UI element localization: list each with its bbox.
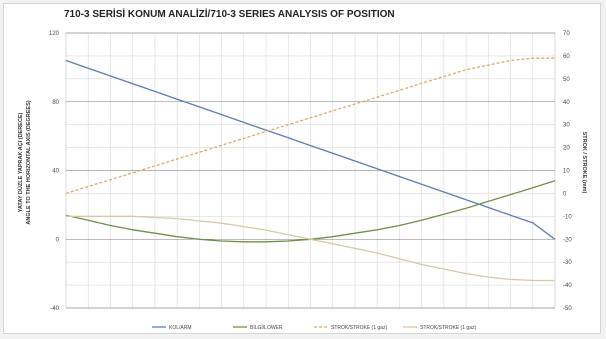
right-y-tick-label: 30 [563, 123, 570, 129]
right-y-tick-label: -50 [563, 306, 572, 312]
left-axis-title-tr: YATAY DÜZLE YAPRAK AÇI (DERECE) [17, 113, 24, 213]
series-line-3 [66, 215, 555, 282]
left-y-tick-label: 0 [56, 237, 60, 243]
right-y-tick-label: 60 [563, 54, 570, 60]
right-y-tick-label: -30 [563, 260, 572, 266]
series-line-0 [65, 59, 556, 240]
right-y-tick-label: 10 [563, 169, 570, 175]
right-y-tick-label: -10 [563, 214, 572, 220]
left-y-tick-label: 40 [52, 169, 59, 175]
left-y-tick-label: 80 [52, 100, 59, 106]
legend-label-1: BİLGİ/LOWER [250, 324, 283, 331]
right-y-tick-label: 20 [563, 146, 570, 152]
left-y-tick-label: -40 [50, 306, 59, 312]
right-y-tick-label: -20 [563, 237, 572, 243]
right-y-tick-label: 50 [563, 77, 570, 83]
legend-label-2: STROK/STROKE (1 gaz) [331, 325, 387, 331]
right-y-tick-label: -40 [563, 283, 572, 289]
right-axis-title: STROK / STROKE (mm) [581, 132, 587, 194]
left-y-tick-label: 120 [49, 31, 60, 37]
left-axis-title-en: ANGLE TO THE HORIZONTAL AXIS (DEGREES) [26, 100, 32, 224]
chart-title: 710-3 SERİSİ KONUM ANALİZİ/710-3 SERIES … [64, 9, 395, 20]
right-y-tick-label: 40 [563, 100, 570, 106]
legend-label-3: STROK/STROKE (1 gaz) [420, 325, 476, 331]
right-y-tick-label: 70 [563, 31, 570, 37]
right-y-tick-label: 0 [563, 191, 567, 197]
series-line-2 [65, 57, 555, 195]
legend-label-0: KOL/ARM [169, 325, 192, 331]
